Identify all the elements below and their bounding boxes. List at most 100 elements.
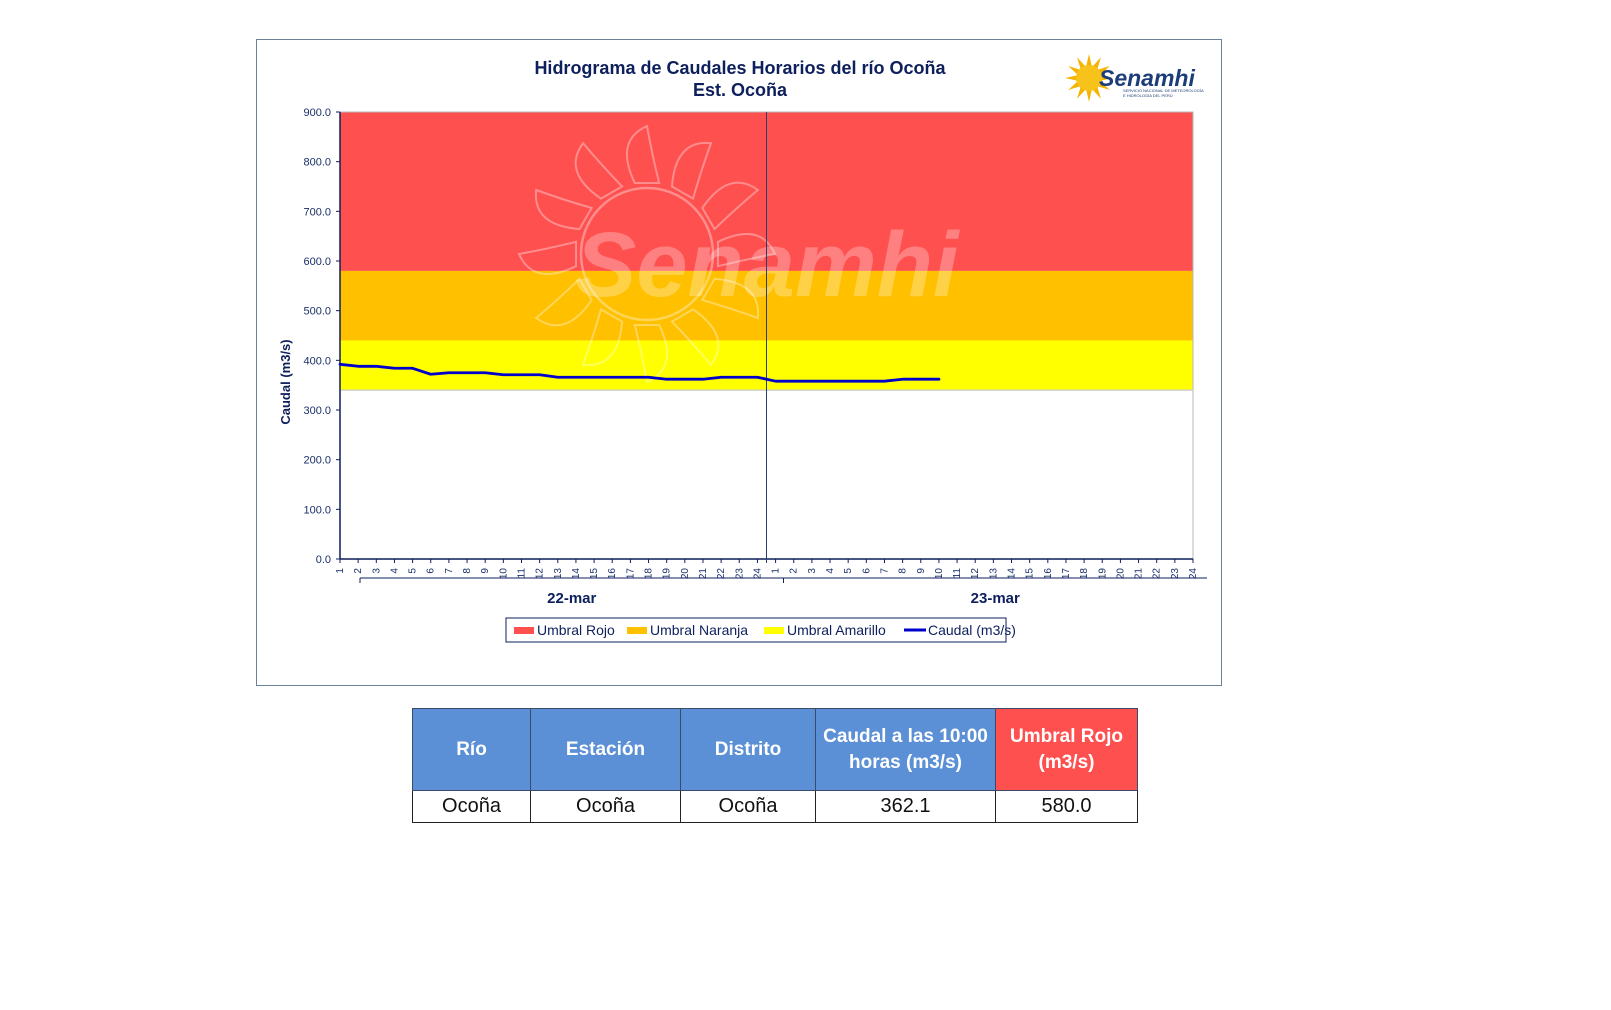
- x-tick-label-6: 7: [444, 568, 455, 574]
- y-tick-label-9: 900.0: [303, 107, 331, 119]
- chart-frame: Senamhi 0.0 100.0 200.0 300.0 400.0 500.0 600.…: [256, 39, 1222, 686]
- logo-text: Senamhi: [1099, 65, 1195, 91]
- x-tick-label-39: 16: [1043, 568, 1054, 580]
- date-label-1: 23-mar: [971, 590, 1020, 607]
- x-tick-label-27: 4: [825, 568, 836, 574]
- x-tick-label-44: 21: [1134, 568, 1145, 580]
- cell-umbral-rojo: 580.0: [995, 790, 1138, 823]
- x-tick-label-28: 5: [843, 568, 854, 574]
- x-tick-label-0: 1: [335, 568, 346, 574]
- header-caudal: Caudal a las 10:00 horas (m3/s): [815, 708, 996, 791]
- y-tick-label-8: 800.0: [303, 157, 331, 169]
- x-tick-label-14: 15: [589, 568, 600, 580]
- x-tick-label-45: 22: [1152, 568, 1163, 580]
- y-tick-label-6: 600.0: [303, 256, 331, 268]
- x-tick-label-47: 24: [1188, 568, 1199, 580]
- logo-sun-ray-6: [1065, 74, 1079, 82]
- x-tick-label-32: 9: [916, 568, 927, 574]
- x-tick-label-36: 13: [988, 568, 999, 580]
- logo-sun-ray-0: [1099, 74, 1113, 82]
- watermark-sun-ring: [579, 186, 715, 322]
- cell-distrito: Ocoña: [680, 790, 816, 823]
- watermark-sun-ray-8: [534, 277, 593, 327]
- x-tick-label-4: 5: [408, 568, 419, 574]
- x-tick-label-25: 2: [789, 568, 800, 574]
- watermark-sun-ray-11: [574, 141, 624, 200]
- header-rio: Río: [412, 708, 531, 791]
- table-row: Ocoña Ocoña Ocoña 362.1 580.0: [412, 790, 1138, 823]
- watermark-sun-ray-10: [534, 188, 594, 231]
- y-tick-label-3: 300.0: [303, 405, 331, 417]
- x-tick-label-37: 14: [1007, 568, 1018, 580]
- x-tick-label-29: 6: [861, 568, 872, 574]
- watermark-sun-ray-0: [626, 124, 661, 185]
- x-tick-label-5: 6: [426, 568, 437, 574]
- x-tick-label-33: 10: [934, 568, 945, 580]
- x-tick-label-19: 20: [680, 568, 691, 580]
- x-tick-label-43: 20: [1115, 568, 1126, 580]
- header-estacion: Estación: [530, 708, 681, 791]
- x-tick-label-40: 17: [1061, 568, 1072, 580]
- header-umbral-rojo: Umbral Rojo (m3/s): [995, 708, 1138, 791]
- chart-title: Hidrograma de Caudales Horarios del río …: [534, 58, 946, 78]
- x-tick-label-22: 23: [734, 568, 745, 580]
- x-tick-label-12: 13: [553, 568, 564, 580]
- y-tick-label-4: 400.0: [303, 355, 331, 367]
- x-tick-label-30: 7: [879, 568, 890, 574]
- x-tick-label-13: 14: [571, 568, 582, 580]
- station-info-table: Río Estación Distrito Caudal a las 10:00…: [412, 708, 1138, 823]
- logo-subtitle-2: E HIDROLOGÍA DEL PERÚ: [1123, 93, 1173, 98]
- senamhi-watermark: Senamhi: [517, 124, 961, 384]
- logo-subtitle-1: SERVICIO NACIONAL DE METEOROLOGÍA: [1123, 88, 1204, 93]
- watermark-sun-ray-4: [700, 277, 760, 320]
- x-tick-label-20: 21: [698, 568, 709, 580]
- header-distrito: Distrito: [680, 708, 816, 791]
- watermark-sun-ray-7: [581, 307, 624, 367]
- watermark-sun-ray-2: [701, 181, 760, 231]
- logo-sun-ray-9: [1085, 54, 1093, 68]
- watermark-sun-ray-3: [716, 233, 777, 268]
- y-tick-label-2: 200.0: [303, 455, 331, 467]
- logo-sun-ray-3: [1085, 88, 1093, 102]
- x-tick-label-17: 18: [644, 568, 655, 580]
- watermark-sun-ray-9: [517, 240, 578, 275]
- x-tick-label-1: 2: [353, 568, 364, 574]
- x-tick-label-35: 12: [970, 568, 981, 580]
- x-tick-label-38: 15: [1025, 568, 1036, 580]
- y-tick-label-1: 100.0: [303, 504, 331, 516]
- watermark-sun-ray-6: [633, 323, 668, 384]
- y-tick-label-5: 500.0: [303, 306, 331, 318]
- x-tick-label-26: 3: [807, 568, 818, 574]
- x-tick-label-9: 10: [498, 568, 509, 580]
- watermark-sun-ray-1: [670, 141, 713, 201]
- x-tick-label-24: 1: [771, 568, 782, 574]
- x-tick-label-8: 9: [480, 568, 491, 574]
- x-tick-label-23: 24: [752, 568, 763, 580]
- x-tick-label-42: 19: [1097, 568, 1108, 580]
- y-tick-label-7: 700.0: [303, 206, 331, 218]
- legend-label-3: Caudal (m3/s): [928, 622, 1016, 638]
- legend-label-0: Umbral Rojo: [537, 622, 615, 638]
- x-tick-label-41: 18: [1079, 568, 1090, 580]
- table-header-row: Río Estación Distrito Caudal a las 10:00…: [412, 708, 1138, 791]
- x-tick-label-31: 8: [898, 568, 909, 574]
- chart-legend: Umbral Rojo Umbral Naranja Umbral Amarillo…: [505, 617, 1016, 643]
- watermark-sun-ray-5: [670, 308, 720, 367]
- x-tick-label-16: 17: [625, 568, 636, 580]
- x-tick-label-34: 11: [952, 568, 963, 579]
- hydrograph-chart: Senamhi 0.0 100.0 200.0 300.0 400.0 500.0 600.…: [278, 54, 1207, 643]
- cell-caudal: 362.1: [815, 790, 996, 823]
- chart-subtitle: Est. Ocoña: [693, 80, 788, 100]
- x-tick-label-11: 12: [535, 568, 546, 580]
- x-tick-label-18: 19: [662, 568, 673, 580]
- series-line-caudal: [338, 362, 941, 383]
- y-tick-label-0: 0.0: [316, 554, 331, 566]
- cell-rio: Ocoña: [412, 790, 531, 823]
- x-tick-label-21: 22: [716, 568, 727, 580]
- watermark-text: Senamhi: [575, 214, 961, 316]
- x-tick-label-2: 3: [371, 568, 382, 574]
- x-tick-label-46: 23: [1170, 568, 1181, 580]
- date-label-0: 22-mar: [547, 590, 596, 607]
- y-axis-label: Caudal (m3/s): [278, 339, 293, 424]
